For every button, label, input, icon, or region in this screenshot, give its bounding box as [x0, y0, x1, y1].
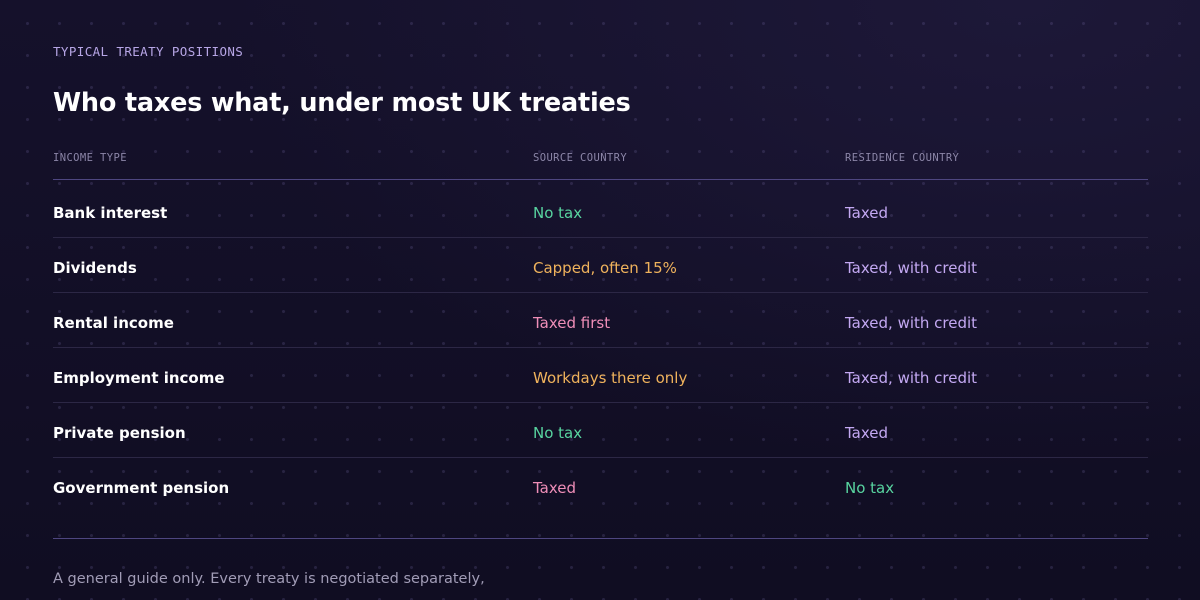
income-type-cell: Private pension: [53, 424, 186, 442]
table-row: Employment income Workdays there only Ta…: [53, 348, 1148, 403]
income-type-cell: Rental income: [53, 314, 174, 332]
eyebrow-label: TYPICAL TREATY POSITIONS: [53, 44, 244, 59]
table-row: Bank interest No tax Taxed: [53, 183, 1148, 238]
table-row: Dividends Capped, often 15% Taxed, with …: [53, 238, 1148, 293]
income-type-cell: Dividends: [53, 259, 137, 277]
residence-country-cell: Taxed, with credit: [845, 314, 978, 332]
header-source-country: SOURCE COUNTRY: [533, 152, 628, 164]
source-country-cell: Taxed: [533, 479, 577, 497]
residence-country-cell: No tax: [845, 479, 895, 497]
header-income-type: INCOME TYPE: [53, 152, 127, 164]
table-row: Private pension No tax Taxed: [53, 403, 1148, 458]
source-country-cell: No tax: [533, 204, 583, 222]
source-country-cell: Workdays there only: [533, 369, 688, 387]
table-row: Rental income Taxed first Taxed, with cr…: [53, 293, 1148, 348]
residence-country-cell: Taxed: [845, 204, 889, 222]
page-title: Who taxes what, under most UK treaties: [53, 88, 631, 118]
source-country-cell: Capped, often 15%: [533, 259, 677, 277]
income-type-cell: Government pension: [53, 479, 230, 497]
residence-country-cell: Taxed: [845, 424, 889, 442]
residence-country-cell: Taxed, with credit: [845, 259, 978, 277]
source-country-cell: Taxed first: [533, 314, 611, 332]
table-header: INCOME TYPE SOURCE COUNTRY RESIDENCE COU…: [53, 152, 1148, 180]
income-type-cell: Bank interest: [53, 204, 168, 222]
footnote: A general guide only. Every treaty is ne…: [53, 571, 485, 587]
table-row: Government pension Taxed No tax: [53, 458, 1148, 513]
residence-country-cell: Taxed, with credit: [845, 369, 978, 387]
table-bottom-divider: [53, 538, 1148, 539]
income-type-cell: Employment income: [53, 369, 225, 387]
source-country-cell: No tax: [533, 424, 583, 442]
header-residence-country: RESIDENCE COUNTRY: [845, 152, 960, 164]
